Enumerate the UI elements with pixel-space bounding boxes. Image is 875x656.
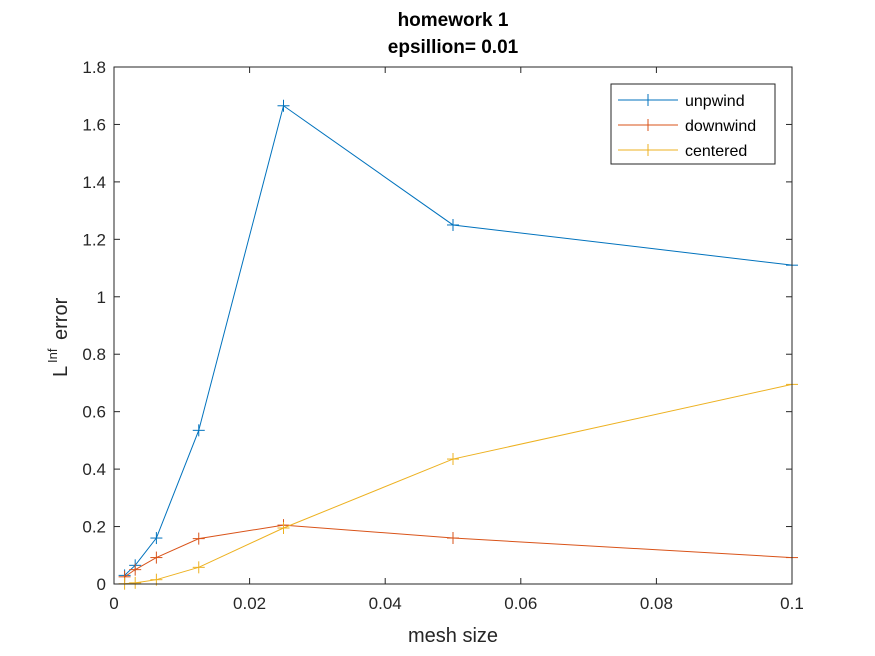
y-tick-label: 0 <box>97 575 106 594</box>
y-axis-label-rest: error <box>50 297 72 340</box>
data-point-unpwind <box>447 218 459 231</box>
y-tick-label: 0.2 <box>82 518 106 537</box>
x-tick-label: 0.1 <box>780 594 804 613</box>
legend-item-centered: centered <box>618 143 747 160</box>
legend-item-downwind: downwind <box>618 118 756 135</box>
legend-item-unpwind: unpwind <box>618 93 745 110</box>
x-tick-label: 0.08 <box>640 594 673 613</box>
data-point-downwind <box>447 532 459 545</box>
axes-box <box>113 66 793 585</box>
data-point-downwind <box>150 551 163 564</box>
data-point-centered <box>447 453 459 466</box>
x-tick-labels: 0 0.02 0.04 0.06 0.08 0.1 <box>109 594 804 613</box>
y-axis-label: L Inf error <box>45 297 72 377</box>
data-point-unpwind <box>150 532 163 545</box>
y-axis-label-base: L <box>50 366 72 377</box>
y-axis-label-superscript: Inf <box>45 348 60 363</box>
y-tick-label: 1 <box>97 288 106 307</box>
legend: unpwind downwind centered <box>610 83 776 165</box>
y-tick-label: 1.6 <box>82 115 106 134</box>
y-tick-labels: 0 0.2 0.4 0.6 0.8 1 1.2 1.4 1.6 1.8 <box>82 58 106 594</box>
y-tick-label: 0.8 <box>82 345 106 364</box>
data-point-downwind <box>129 563 142 576</box>
y-tick-label: 1.2 <box>82 230 106 249</box>
data-point-downwind <box>192 532 205 545</box>
chart-title: homework 1 <box>398 10 509 31</box>
legend-box <box>610 83 776 165</box>
x-tick-label: 0.06 <box>504 594 537 613</box>
legend-label: unpwind <box>685 93 745 110</box>
legend-items: unpwind downwind centered <box>618 93 756 160</box>
chart-subtitle: epsillion= 0.01 <box>388 37 519 58</box>
series-layer <box>118 99 798 590</box>
data-point-centered <box>129 576 142 589</box>
x-tick-label: 0 <box>109 594 118 613</box>
y-tick-label: 0.6 <box>82 403 106 422</box>
x-axis-label: mesh size <box>408 625 498 647</box>
data-point-unpwind <box>192 424 205 437</box>
y-tick-label: 1.4 <box>82 173 106 192</box>
data-point-unpwind <box>277 99 290 112</box>
data-point-centered <box>277 521 290 534</box>
legend-label: centered <box>685 143 747 160</box>
y-tick-label: 1.8 <box>82 58 106 77</box>
data-point-centered <box>192 561 205 574</box>
x-tick-label: 0.02 <box>233 594 266 613</box>
y-tick-label: 0.4 <box>82 460 106 479</box>
legend-label: downwind <box>685 118 756 135</box>
x-tick-label: 0.04 <box>369 594 402 613</box>
